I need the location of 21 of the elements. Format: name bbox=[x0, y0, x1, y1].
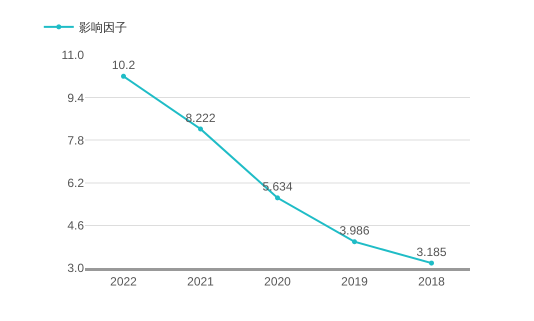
y-tick-label: 11.0 bbox=[62, 48, 84, 62]
data-label: 3.185 bbox=[416, 244, 447, 259]
x-tick-label: 2018 bbox=[418, 274, 446, 288]
point bbox=[429, 260, 434, 266]
y-tick-label: 4.6 bbox=[67, 218, 84, 233]
y-tick-label: 7.8 bbox=[67, 133, 84, 148]
point bbox=[352, 239, 357, 244]
x-tick-label: 2022 bbox=[110, 274, 138, 288]
point bbox=[198, 126, 203, 132]
y-tick-label: 3.0 bbox=[67, 261, 84, 276]
data-label: 10.2 bbox=[112, 58, 136, 72]
data-label: 8.222 bbox=[185, 110, 216, 125]
legend-label: 影响因子 bbox=[78, 20, 127, 35]
data-label: 3.986 bbox=[339, 224, 370, 238]
y-tick-label: 9.4 bbox=[67, 90, 84, 105]
y-tick-label: 6.2 bbox=[67, 176, 84, 190]
point bbox=[121, 74, 126, 79]
x-tick-label: 2020 bbox=[264, 274, 292, 288]
x-tick-label: 2019 bbox=[341, 274, 368, 288]
x-tick-label: 2021 bbox=[187, 274, 214, 288]
point bbox=[275, 195, 280, 200]
